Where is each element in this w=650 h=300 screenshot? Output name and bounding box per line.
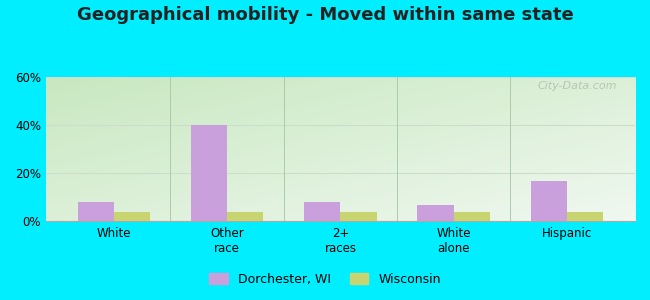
Bar xyxy=(417,205,454,221)
Text: Geographical mobility - Moved within same state: Geographical mobility - Moved within sam… xyxy=(77,6,573,24)
Bar xyxy=(227,212,263,221)
Bar xyxy=(531,181,567,221)
Legend: Dorchester, WI, Wisconsin: Dorchester, WI, Wisconsin xyxy=(204,268,446,291)
Text: City-Data.com: City-Data.com xyxy=(538,81,618,91)
Bar xyxy=(77,202,114,221)
Bar xyxy=(567,212,603,221)
Bar xyxy=(191,125,227,221)
Bar xyxy=(454,212,490,221)
Bar xyxy=(304,202,341,221)
Bar xyxy=(114,212,150,221)
Bar xyxy=(341,212,377,221)
